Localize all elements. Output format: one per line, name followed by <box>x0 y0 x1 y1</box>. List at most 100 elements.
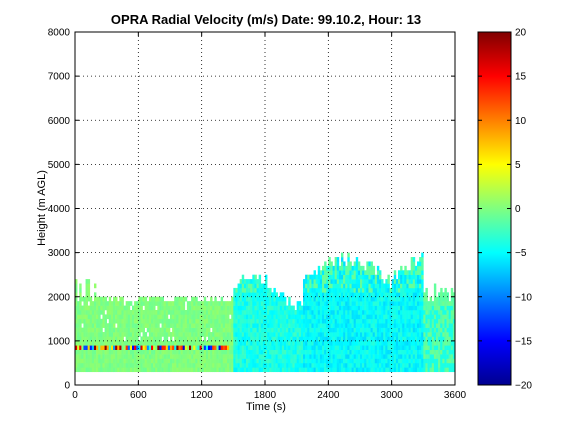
velocity-cell <box>284 327 287 333</box>
velocity-cell <box>343 265 346 271</box>
velocity-cell <box>292 309 295 315</box>
velocity-cell <box>102 301 105 306</box>
velocity-cell <box>220 305 224 311</box>
velocity-cell <box>419 332 422 337</box>
velocity-cell <box>262 354 266 359</box>
velocity-cell <box>153 323 156 328</box>
velocity-cell <box>402 287 405 293</box>
velocity-cell <box>338 367 342 373</box>
velocity-cell <box>341 327 344 333</box>
velocity-cell <box>324 358 327 364</box>
velocity-cell <box>94 309 97 315</box>
velocity-cell <box>345 336 348 342</box>
velocity-cell <box>427 345 430 350</box>
velocity-cell <box>81 349 84 355</box>
velocity-cell <box>284 336 287 342</box>
velocity-cell <box>452 354 456 359</box>
velocity-cell <box>357 340 361 346</box>
velocity-cell <box>159 367 162 373</box>
velocity-cell <box>305 309 308 315</box>
velocity-cell <box>404 305 407 311</box>
velocity-cell <box>448 314 452 320</box>
velocity-cell <box>271 340 274 346</box>
velocity-cell <box>387 358 390 364</box>
velocity-cell <box>94 340 97 346</box>
velocity-cell <box>96 296 99 302</box>
velocity-cell <box>334 265 338 271</box>
velocity-cell <box>241 296 245 302</box>
velocity-cell <box>307 309 310 315</box>
velocity-cell <box>170 309 173 315</box>
velocity-cell <box>338 270 342 275</box>
velocity-cell <box>408 327 411 333</box>
velocity-cell <box>170 340 173 346</box>
velocity-cell <box>440 332 443 337</box>
velocity-cell <box>176 314 179 320</box>
velocity-cell <box>184 367 188 373</box>
velocity-cell <box>281 358 285 364</box>
velocity-cell <box>319 323 323 328</box>
velocity-cell <box>442 318 445 324</box>
velocity-cell <box>372 345 376 350</box>
velocity-cell <box>273 340 276 346</box>
velocity-cell <box>421 309 424 315</box>
velocity-cell <box>165 327 169 333</box>
velocity-cell <box>446 345 449 350</box>
velocity-cell <box>75 349 78 355</box>
velocity-cell <box>254 358 257 364</box>
velocity-cell <box>153 349 156 355</box>
velocity-cell <box>205 345 209 350</box>
velocity-cell <box>326 283 329 289</box>
velocity-cell <box>423 345 426 350</box>
velocity-cell <box>351 332 354 337</box>
velocity-cell <box>269 296 272 302</box>
velocity-cell <box>167 305 171 311</box>
velocity-cell <box>98 301 101 306</box>
velocity-cell <box>417 336 420 342</box>
velocity-cell <box>243 327 247 333</box>
velocity-cell <box>127 345 131 350</box>
velocity-cell <box>446 362 449 368</box>
velocity-cell <box>212 332 215 337</box>
velocity-cell <box>288 318 291 324</box>
velocity-cell <box>370 332 373 337</box>
velocity-cell <box>195 345 198 350</box>
velocity-cell <box>389 362 392 368</box>
velocity-cell <box>345 292 348 298</box>
velocity-cell <box>436 354 439 359</box>
velocity-cell <box>119 367 122 373</box>
velocity-cell <box>315 349 319 355</box>
velocity-cell <box>290 318 293 324</box>
velocity-cell <box>233 314 236 320</box>
velocity-cell <box>167 345 171 350</box>
velocity-cell <box>408 318 411 324</box>
velocity-cell <box>448 301 452 306</box>
velocity-cell <box>427 318 430 324</box>
velocity-cell <box>414 292 418 298</box>
velocity-cell <box>189 332 192 337</box>
velocity-cell <box>362 323 365 328</box>
velocity-cell <box>347 274 350 280</box>
velocity-cell <box>148 336 152 342</box>
velocity-cell <box>412 301 416 306</box>
velocity-cell <box>83 305 86 311</box>
velocity-cell <box>442 323 445 328</box>
velocity-cell <box>218 362 221 368</box>
velocity-cell <box>155 340 158 346</box>
velocity-cell <box>444 362 447 368</box>
velocity-cell <box>406 362 409 368</box>
velocity-cell <box>218 332 221 337</box>
velocity-cell <box>260 296 264 302</box>
velocity-cell <box>370 367 373 373</box>
velocity-cell <box>412 265 416 271</box>
velocity-cell <box>108 362 112 368</box>
velocity-cell <box>353 301 357 306</box>
velocity-cell <box>400 314 403 320</box>
velocity-cell <box>345 287 348 293</box>
velocity-cell <box>104 367 107 373</box>
velocity-cell <box>317 336 321 342</box>
velocity-cell <box>364 305 367 311</box>
velocity-cell <box>372 367 376 373</box>
velocity-cell <box>300 327 304 333</box>
velocity-cell <box>241 345 245 350</box>
